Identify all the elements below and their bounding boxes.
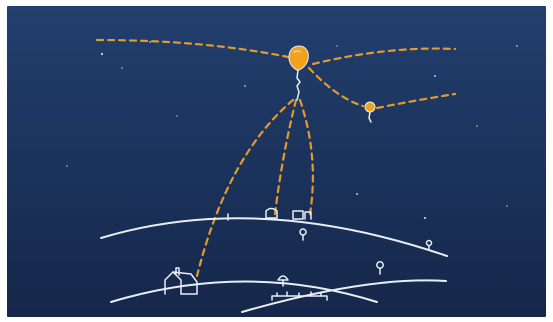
star <box>516 45 518 47</box>
town-strip <box>271 291 328 301</box>
building-a <box>265 207 278 219</box>
balloon-body-small <box>364 101 376 113</box>
star <box>121 67 123 69</box>
link-second-balloon-right <box>375 92 457 110</box>
tree-icon <box>277 228 433 287</box>
star <box>476 125 478 127</box>
network-links <box>95 38 457 278</box>
star <box>244 85 246 87</box>
star <box>100 52 104 56</box>
illustration-frame <box>7 6 546 317</box>
network-balloon-illustration <box>7 6 546 317</box>
hill-front-right <box>241 279 447 313</box>
balloon-tether-small <box>368 111 372 123</box>
house-icon <box>164 267 198 295</box>
town-rooftops <box>276 291 322 297</box>
star <box>434 75 436 77</box>
link-to-house <box>195 98 295 278</box>
link-to-building-a <box>273 98 298 216</box>
star <box>149 41 151 43</box>
secondary-balloon-icon <box>364 101 376 123</box>
house-roof <box>172 271 198 295</box>
stars <box>66 41 518 220</box>
building-icon <box>227 207 312 221</box>
star <box>176 115 178 117</box>
star <box>66 165 68 167</box>
link-right-upper <box>311 47 457 66</box>
balloon-highlight <box>293 50 301 53</box>
night-sky <box>7 6 546 317</box>
hills <box>100 217 448 313</box>
hill-back <box>100 217 448 257</box>
link-to-building-b <box>298 98 314 216</box>
house-chimney <box>175 267 180 276</box>
star <box>356 193 358 195</box>
tree-mushroom <box>277 275 289 287</box>
hill-middle <box>110 280 378 303</box>
building-c <box>304 211 312 220</box>
star <box>336 45 338 47</box>
main-balloon-icon <box>288 45 309 101</box>
link-left <box>95 38 295 60</box>
building-b <box>292 210 304 220</box>
star <box>506 205 508 207</box>
balloon-tether <box>296 69 301 101</box>
star <box>423 216 427 220</box>
link-to-second-balloon <box>307 66 365 108</box>
